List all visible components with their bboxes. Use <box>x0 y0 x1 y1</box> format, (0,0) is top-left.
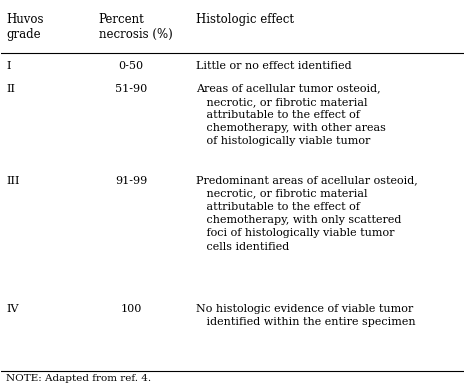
Text: 0-50: 0-50 <box>118 61 144 71</box>
Text: Huvos
grade: Huvos grade <box>6 13 44 41</box>
Text: Percent
necrosis (%): Percent necrosis (%) <box>99 13 172 41</box>
Text: IV: IV <box>6 304 18 314</box>
Text: Areas of acellular tumor osteoid,
   necrotic, or fibrotic material
   attributa: Areas of acellular tumor osteoid, necrot… <box>196 84 385 146</box>
Text: 51-90: 51-90 <box>115 84 147 94</box>
Text: I: I <box>6 61 10 71</box>
Text: Little or no effect identified: Little or no effect identified <box>196 61 351 71</box>
Text: Predominant areas of acellular osteoid,
   necrotic, or fibrotic material
   att: Predominant areas of acellular osteoid, … <box>196 176 418 252</box>
Text: No histologic evidence of viable tumor
   identified within the entire specimen: No histologic evidence of viable tumor i… <box>196 304 415 327</box>
Text: 91-99: 91-99 <box>115 176 147 185</box>
Text: NOTE: Adapted from ref. 4.: NOTE: Adapted from ref. 4. <box>6 375 151 384</box>
Text: III: III <box>6 176 19 185</box>
Text: Histologic effect: Histologic effect <box>196 13 294 26</box>
Text: II: II <box>6 84 15 94</box>
Text: 100: 100 <box>120 304 142 314</box>
